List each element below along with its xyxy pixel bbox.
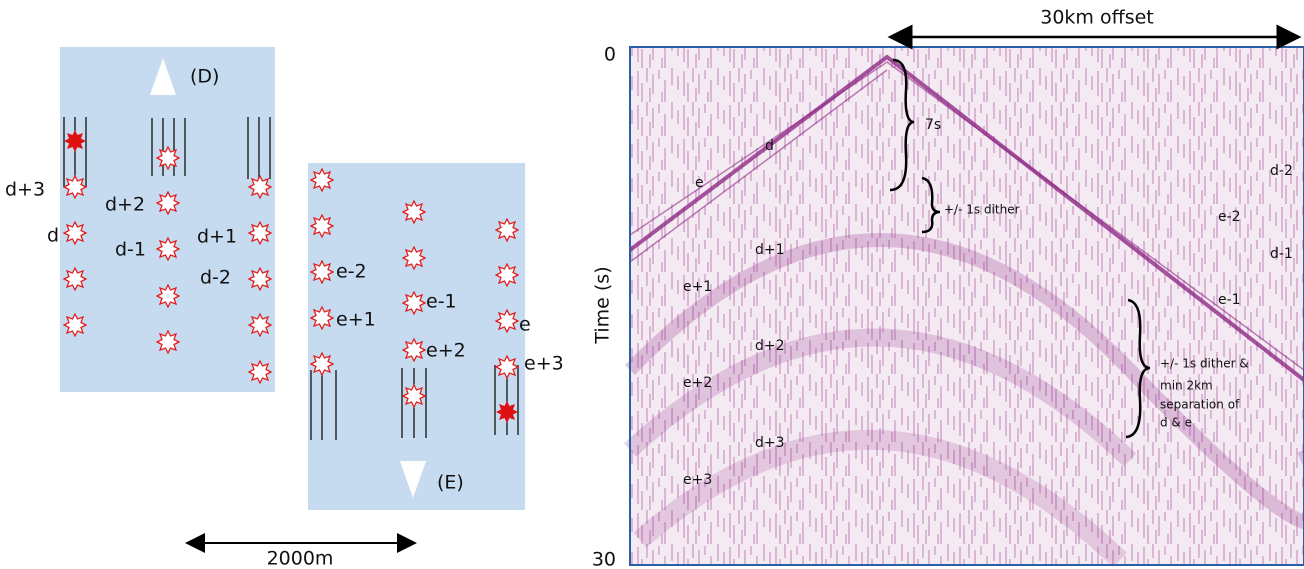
- label: d: [47, 225, 59, 247]
- event-label: e-1: [1218, 292, 1241, 308]
- left-diagram: (D) (E) d+3 d+2 d d-1 d+1 d-2 e-2 e-1 e+…: [5, 47, 564, 569]
- annotation: +/- 1s dither: [944, 203, 1020, 217]
- scale-label: 2000m: [267, 548, 334, 569]
- annotation: 7s: [925, 117, 941, 133]
- annotation: +/- 1s dither &: [1160, 357, 1249, 371]
- label: d+2: [105, 194, 145, 216]
- seismic-section: 7s +/- 1s dither +/- 1s dither & min 2km…: [630, 47, 1304, 565]
- label: e-1: [426, 291, 457, 313]
- label: e+1: [336, 309, 376, 331]
- event-label: d+2: [755, 338, 785, 354]
- label: (D): [190, 66, 219, 88]
- event-label: d+1: [755, 242, 785, 258]
- event-label: d-2: [1270, 163, 1293, 179]
- label: (E): [437, 472, 464, 494]
- event-label: e+3: [683, 472, 712, 488]
- event-label: e: [695, 175, 704, 191]
- event-label: d+3: [755, 435, 785, 451]
- y-top: 0: [604, 44, 616, 66]
- label: e-2: [336, 261, 367, 283]
- label: e: [519, 314, 531, 336]
- figure: (D) (E) d+3 d+2 d d-1 d+1 d-2 e-2 e-1 e+…: [0, 0, 1304, 569]
- y-bottom: 30: [592, 549, 616, 569]
- event-label: d: [765, 138, 774, 154]
- label: d-1: [115, 239, 146, 261]
- event-label: d-1: [1270, 246, 1293, 262]
- annotation: min 2km: [1160, 379, 1213, 393]
- label: d+3: [5, 179, 45, 201]
- offset-label: 30km offset: [1040, 7, 1153, 29]
- annotation: separation of: [1160, 398, 1240, 412]
- label: d-2: [200, 267, 231, 289]
- y-axis-title: Time (s): [592, 266, 614, 344]
- label: e+2: [426, 340, 466, 362]
- event-label: e-2: [1218, 209, 1241, 225]
- annotation: d & e: [1160, 416, 1192, 430]
- event-label: e+2: [683, 375, 712, 391]
- label: e+3: [524, 353, 564, 375]
- event-label: e+1: [683, 279, 712, 295]
- label: d+1: [197, 226, 237, 248]
